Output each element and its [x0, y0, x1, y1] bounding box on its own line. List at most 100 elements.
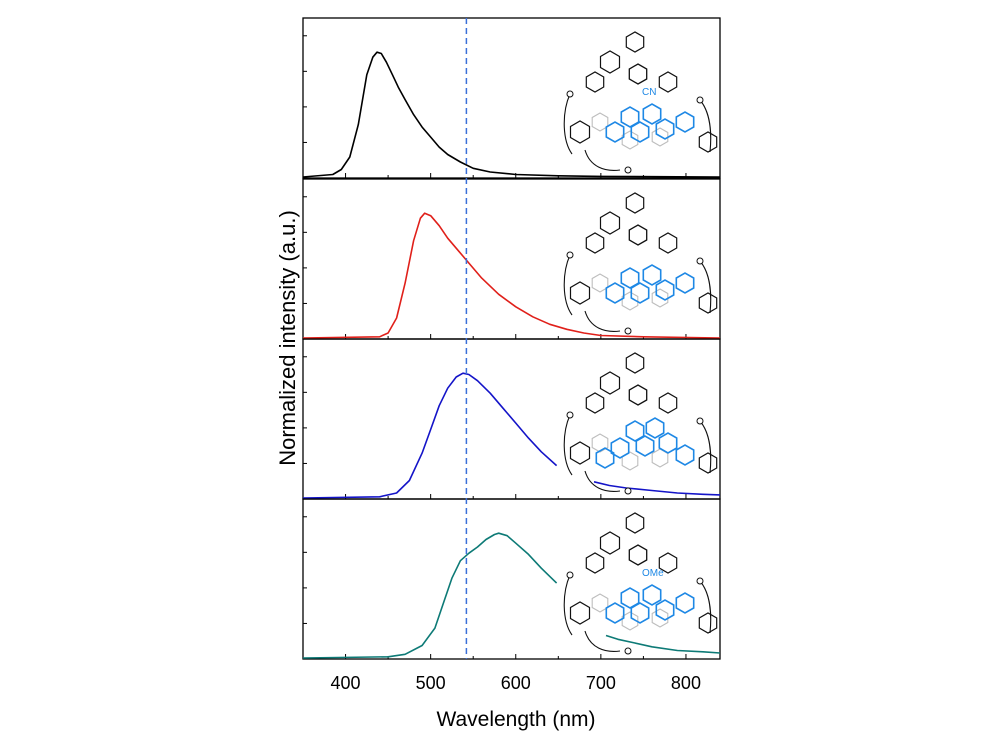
donor-ring	[620, 267, 640, 289]
benzene-ring	[698, 292, 718, 314]
oxygen-atom	[624, 487, 632, 495]
molecule-structures: CN OMe	[563, 31, 718, 655]
macrocycle-linkers	[563, 574, 712, 652]
background-ring	[651, 288, 669, 308]
oxygen-atom	[624, 647, 632, 655]
benzene-ring	[658, 552, 678, 574]
triazine-ring	[628, 63, 648, 85]
benzene-ring	[569, 281, 591, 305]
x-tick-labels: 400 500 600 700 800	[331, 673, 701, 693]
benzene-ring	[658, 392, 678, 414]
series-line-1	[302, 51, 721, 178]
x-tick-label: 400	[331, 673, 361, 693]
series-line-3	[302, 372, 721, 499]
benzene-ring	[625, 352, 645, 374]
benzene-ring	[585, 552, 605, 574]
background-ring	[621, 291, 639, 311]
donor-ring	[605, 121, 625, 143]
panel-1	[302, 17, 721, 179]
macrocycle-linkers	[563, 414, 712, 492]
oxygen-atom	[566, 411, 574, 419]
donor-ring	[655, 599, 675, 621]
benzene-ring	[599, 50, 621, 74]
oxygen-atom	[696, 417, 704, 425]
donor-ring	[642, 584, 662, 606]
panel-frame	[302, 17, 721, 179]
background-ring	[651, 608, 669, 628]
background-ring	[651, 127, 669, 147]
benzene-ring	[599, 371, 621, 395]
benzene-ring	[585, 392, 605, 414]
benzene-ring	[585, 71, 605, 93]
oxygen-atom	[696, 257, 704, 265]
donor-ring	[675, 444, 695, 466]
donor-ring	[630, 602, 650, 624]
oxygen-atom	[566, 90, 574, 98]
macrocycle-linkers	[563, 93, 712, 171]
donor-ring	[658, 432, 678, 454]
background-ring	[621, 611, 639, 631]
oxygen-atom	[624, 327, 632, 335]
donor-ring	[635, 435, 655, 457]
donor-ring	[675, 272, 695, 294]
x-tick-label: 700	[586, 673, 616, 693]
oxygen-atom	[624, 166, 632, 174]
x-tick-label: 600	[501, 673, 531, 693]
molecule-structure-4: OMe	[563, 512, 718, 655]
series-line-2	[302, 212, 721, 339]
benzene-ring	[698, 612, 718, 634]
donor-ring	[620, 587, 640, 609]
benzene-ring	[599, 211, 621, 235]
donor-ring	[595, 447, 615, 469]
series-line-4	[302, 532, 721, 659]
donor-ring	[610, 437, 630, 459]
background-ring	[591, 112, 609, 132]
panel-frame	[302, 498, 721, 660]
x-tick-label: 800	[671, 673, 701, 693]
benzene-ring	[698, 131, 718, 153]
benzene-ring	[625, 512, 645, 534]
panels-group	[302, 17, 721, 660]
substituent-label: CN	[642, 87, 656, 98]
macrocycle-linkers	[563, 254, 712, 332]
benzene-ring	[569, 441, 591, 465]
benzene-ring	[585, 232, 605, 254]
donor-ring	[675, 592, 695, 614]
background-ring	[621, 130, 639, 150]
background-ring	[591, 593, 609, 613]
molecule-structure-2	[563, 192, 718, 335]
oxygen-atom	[566, 571, 574, 579]
donor-ring	[630, 121, 650, 143]
panel-4	[302, 498, 721, 660]
triazine-ring	[628, 384, 648, 406]
donor-ring	[655, 279, 675, 301]
triazine-ring	[628, 544, 648, 566]
background-ring	[591, 273, 609, 293]
donor-ring	[625, 420, 645, 442]
molecule-structure-1: CN	[563, 31, 718, 174]
donor-ring	[630, 282, 650, 304]
benzene-ring	[569, 120, 591, 144]
donor-ring	[655, 118, 675, 140]
benzene-ring	[599, 531, 621, 555]
molecule-structure-3	[563, 352, 718, 495]
oxygen-atom	[566, 251, 574, 259]
donor-ring	[642, 264, 662, 286]
benzene-ring	[625, 31, 645, 53]
donor-ring	[642, 103, 662, 125]
y-axis-label: Normalized intensity (a.u.)	[275, 210, 300, 466]
benzene-ring	[569, 601, 591, 625]
benzene-ring	[698, 452, 718, 474]
donor-ring	[675, 111, 695, 133]
substituent-label: OMe	[642, 568, 664, 579]
donor-ring	[605, 602, 625, 624]
panel-2	[302, 178, 721, 340]
background-ring	[591, 433, 609, 453]
donor-ring	[645, 417, 665, 439]
benzene-ring	[625, 192, 645, 214]
donor-ring	[605, 282, 625, 304]
panel-frame	[302, 178, 721, 340]
donor-ring	[620, 106, 640, 128]
benzene-ring	[658, 71, 678, 93]
